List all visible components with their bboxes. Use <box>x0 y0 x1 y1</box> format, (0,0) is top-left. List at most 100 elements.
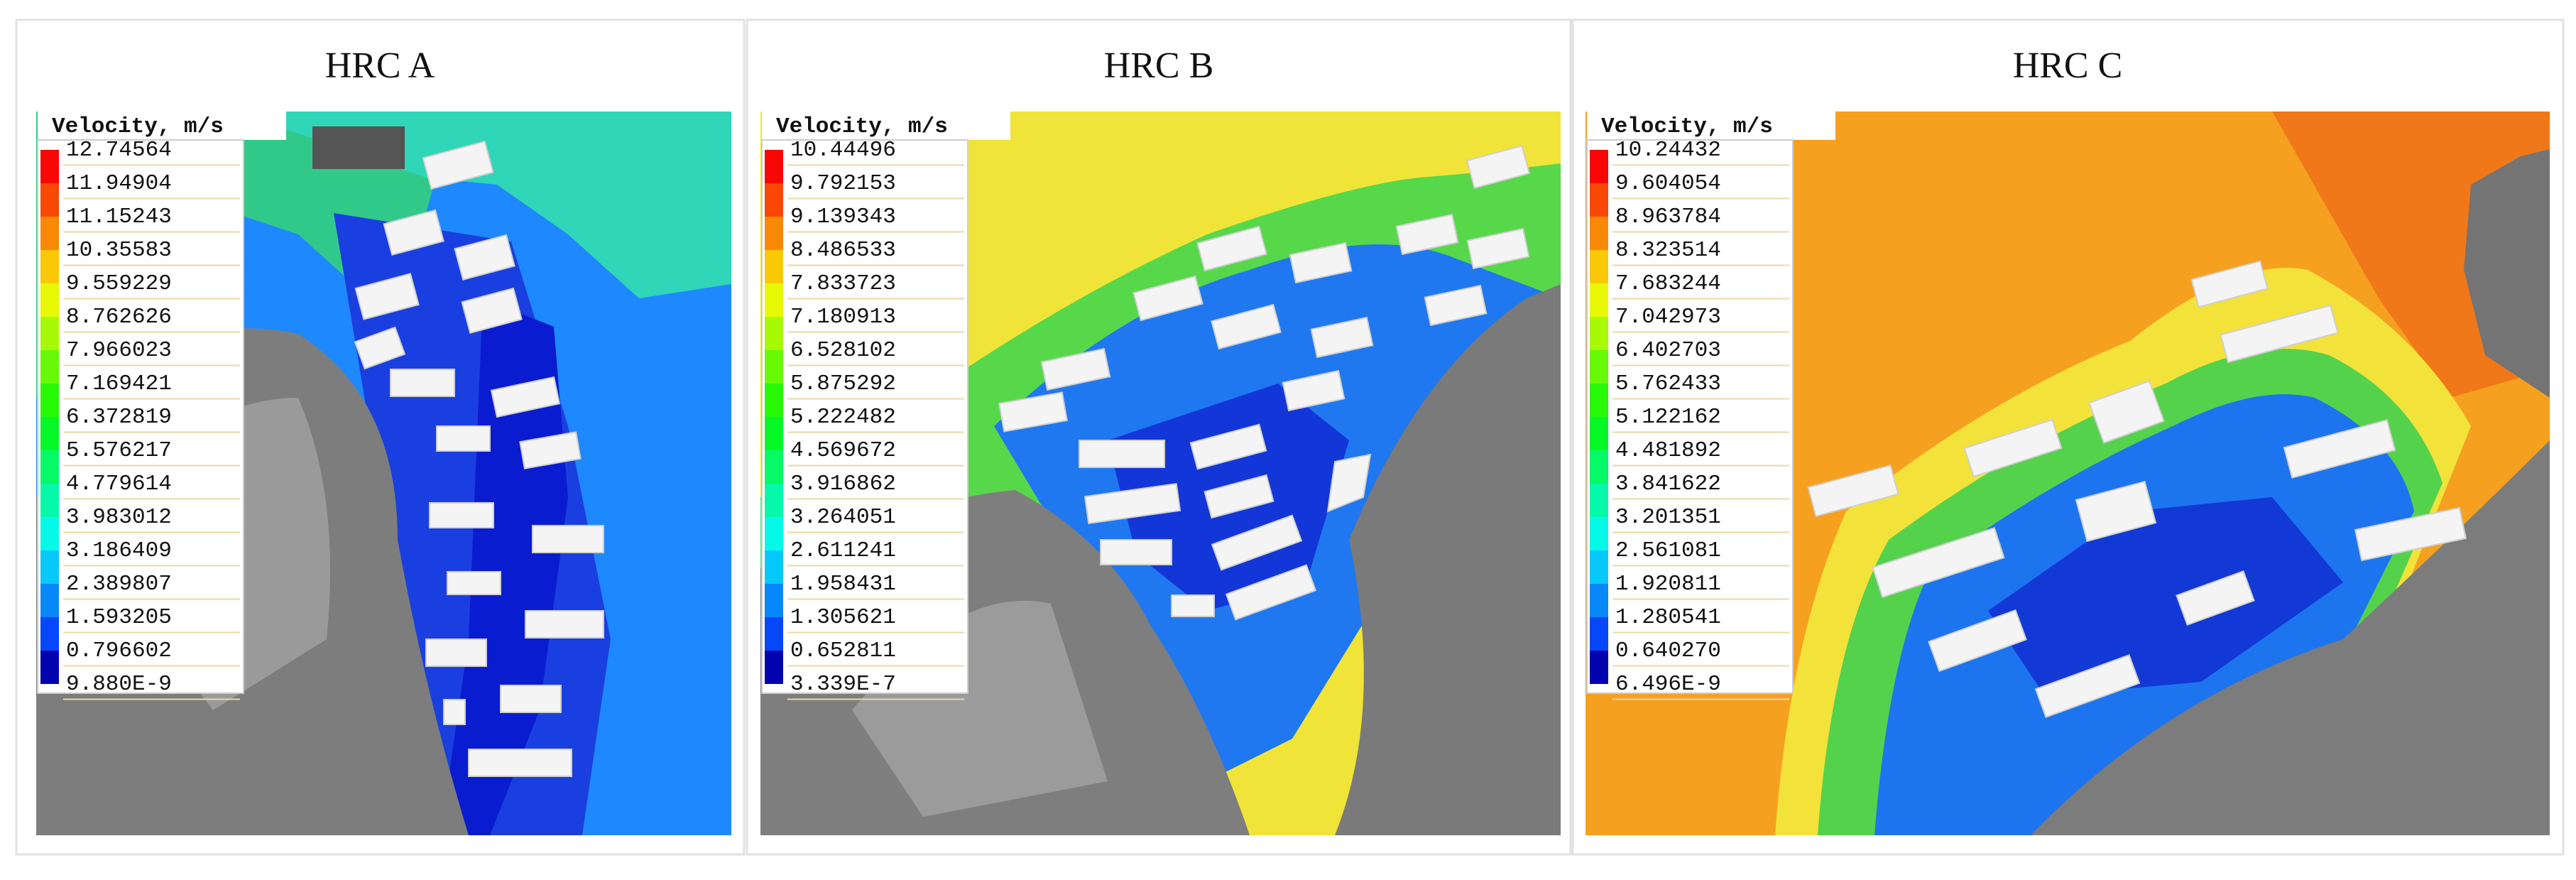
panel-frame <box>1571 18 2565 856</box>
legend-label: 7.042973 <box>1615 305 1721 330</box>
legend-label: 10.24432 <box>1615 138 1721 163</box>
legend-swatch <box>40 617 59 651</box>
legend-swatch <box>40 250 59 283</box>
legend-label: 10.35583 <box>66 238 172 263</box>
legend-swatch <box>765 217 783 250</box>
legend-label: 1.958431 <box>790 572 896 597</box>
legends: Velocity, m/s12.7456411.9490411.1524310.… <box>37 112 1835 700</box>
legend-label: 7.833723 <box>790 271 896 296</box>
legend-swatch <box>765 617 783 651</box>
legend-label: 3.264051 <box>790 505 896 530</box>
velocity-field <box>1586 112 2550 835</box>
legend-label: 8.486533 <box>790 238 896 263</box>
legend-swatch <box>765 484 783 517</box>
legend-title: Velocity, m/s <box>1601 114 1773 139</box>
legend-label: 4.569672 <box>790 438 896 463</box>
legend-label: 11.15243 <box>66 205 172 229</box>
legend-swatch <box>1590 550 1608 584</box>
velocity-field <box>760 112 1561 835</box>
legend: Velocity, m/s12.74564 11.94904 11.15243 10.… <box>37 112 286 700</box>
legend-swatch <box>40 417 59 450</box>
legend-swatch <box>765 584 783 617</box>
legend-swatch <box>40 317 59 350</box>
panel-frame <box>746 18 1572 856</box>
legend-swatch <box>765 417 783 450</box>
legend-swatch <box>1590 584 1608 617</box>
legend-swatch <box>1590 183 1608 217</box>
legend-label: 6.496E-9 <box>1615 672 1721 697</box>
legend-swatch <box>1590 417 1608 450</box>
legend-label: 5.762433 <box>1615 371 1721 396</box>
legend-label: 3.201351 <box>1615 505 1721 530</box>
legend-swatch <box>1590 384 1608 417</box>
legend: Velocity, m/s10.44496 9.792153 9.139343 8.4… <box>761 112 1010 700</box>
legend-title-box <box>1587 112 1835 140</box>
legend-label: 7.180913 <box>790 305 896 330</box>
legend-swatch <box>1590 250 1608 283</box>
panel-title: HRC A <box>325 45 435 86</box>
panel-frame <box>15 18 746 856</box>
legend-label: 1.920811 <box>1615 572 1721 597</box>
legend-swatch <box>40 484 59 517</box>
legend-label: 9.880E-9 <box>66 672 172 697</box>
legend-label: 0.796602 <box>66 639 172 663</box>
legend-label: 7.169421 <box>66 371 172 396</box>
legend-swatch <box>765 250 783 283</box>
legend-label: 6.528102 <box>790 338 896 363</box>
legend: Velocity, m/s10.24432 9.604054 8.963784 8.3… <box>1586 112 1835 700</box>
legend-swatch <box>765 283 783 317</box>
legend-label: 8.963784 <box>1615 205 1721 229</box>
legend-label: 6.372819 <box>66 405 172 430</box>
legend-label: 10.44496 <box>790 138 896 163</box>
legend-swatch <box>1590 617 1608 651</box>
legend-title: Velocity, m/s <box>776 114 948 139</box>
legend-label: 2.389807 <box>66 572 172 597</box>
legend-label: 3.339E-7 <box>790 672 896 697</box>
legend-label: 7.966023 <box>66 338 172 363</box>
legend-swatch <box>765 517 783 550</box>
panel-title: HRC B <box>1104 45 1214 86</box>
legend-label: 3.186409 <box>66 538 172 563</box>
legend-title-box <box>38 112 286 140</box>
panel-title: HRC C <box>2013 45 2123 86</box>
legend-label: 8.762626 <box>66 305 172 330</box>
legend-label: 12.74564 <box>66 138 172 163</box>
legend-label: 5.576217 <box>66 438 172 463</box>
legend-swatch <box>40 283 59 317</box>
legend-label: 9.792153 <box>790 171 896 196</box>
legend-swatch <box>1590 450 1608 484</box>
legend-label: 0.652811 <box>790 639 896 663</box>
legend-label: 3.916862 <box>790 472 896 496</box>
legend-swatch <box>40 183 59 217</box>
legend-swatch <box>765 317 783 350</box>
legend-label: 8.323514 <box>1615 238 1721 263</box>
legend-label: 9.604054 <box>1615 171 1721 196</box>
legend-swatch <box>765 150 783 183</box>
panel-titles: HRC A HRC B HRC C <box>325 45 2123 86</box>
legend-swatch <box>40 217 59 250</box>
legend-swatch <box>40 517 59 550</box>
legend-title: Velocity, m/s <box>52 114 224 139</box>
legend-swatch <box>1590 484 1608 517</box>
legend-swatch <box>1590 517 1608 550</box>
legend-swatch <box>40 651 59 684</box>
legend-label: 9.139343 <box>790 205 896 229</box>
legend-swatch <box>765 350 783 384</box>
legend-swatch <box>1590 651 1608 684</box>
legend-swatch <box>1590 317 1608 350</box>
legend-swatch <box>765 651 783 684</box>
legend-label: 5.122162 <box>1615 405 1721 430</box>
legend-swatch <box>1590 217 1608 250</box>
legend-label: 1.593205 <box>66 605 172 630</box>
legend-swatch <box>40 350 59 384</box>
legend-label: 1.280541 <box>1615 605 1721 630</box>
legend-label: 5.222482 <box>790 405 896 430</box>
legend-swatch <box>40 550 59 584</box>
legend-label: 0.640270 <box>1615 639 1721 663</box>
legend-swatch <box>1590 283 1608 317</box>
legend-swatch <box>40 450 59 484</box>
legend-label: 11.94904 <box>66 171 172 196</box>
legend-label: 3.841622 <box>1615 472 1721 496</box>
